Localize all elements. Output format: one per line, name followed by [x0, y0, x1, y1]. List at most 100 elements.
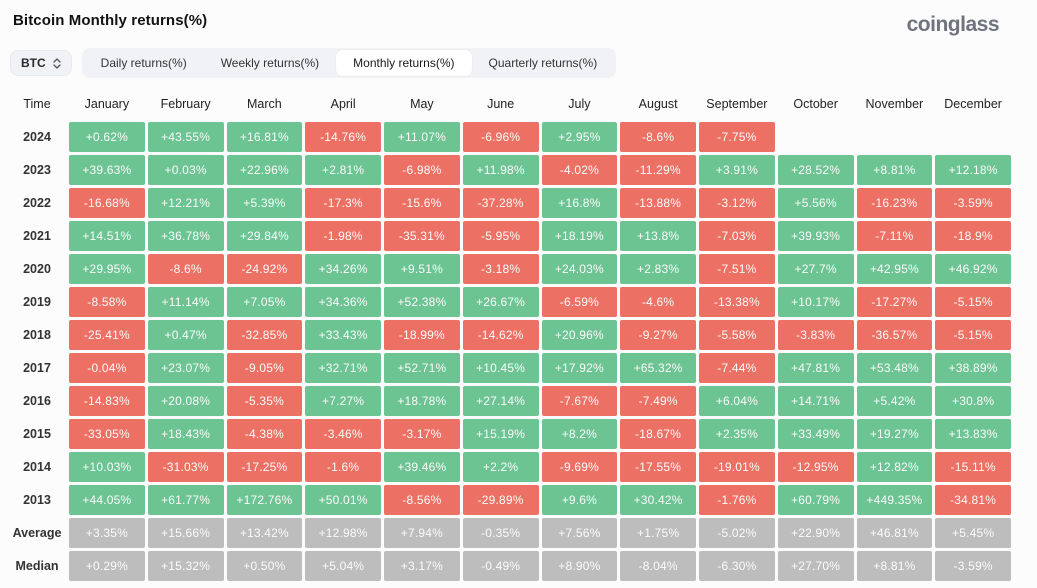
column-header: July — [568, 97, 591, 111]
return-cell: +13.8% — [620, 221, 696, 251]
return-cell: -5.95% — [462, 221, 539, 251]
return-cell: +27.7% — [777, 254, 854, 284]
row-label: 2019 — [23, 295, 51, 309]
tab-bar: Daily returns(%) Weekly returns(%) Monthly… — [81, 48, 617, 78]
return-cell: -0.35% — [462, 518, 539, 548]
return-cell: +53.48% — [856, 353, 933, 383]
return-cell: +28.52% — [777, 155, 854, 185]
return-cell: -15.11% — [935, 452, 1011, 482]
return-cell: +32.71% — [305, 353, 381, 383]
return-cell: +52.71% — [384, 353, 460, 383]
row-label: 2023 — [23, 163, 51, 177]
row-label: 2024 — [23, 130, 51, 144]
return-cell: +5.56% — [777, 188, 854, 218]
return-cell: -4.38% — [226, 419, 303, 449]
return-cell: -1.98% — [305, 221, 381, 251]
column-header: October — [793, 97, 838, 111]
return-cell: -16.68% — [69, 188, 145, 218]
return-cell: -6.30% — [699, 551, 775, 581]
return-cell: +0.50% — [226, 551, 303, 581]
row-label: 2020 — [23, 262, 51, 276]
return-cell: +15.66% — [147, 518, 224, 548]
return-cell: +2.2% — [462, 452, 539, 482]
return-cell: -5.15% — [935, 320, 1011, 350]
return-cell: -9.27% — [620, 320, 696, 350]
return-cell: +18.19% — [541, 221, 618, 251]
return-cell: +0.62% — [69, 122, 145, 152]
return-cell: +8.90% — [541, 551, 618, 581]
return-cell: +39.63% — [69, 155, 145, 185]
return-cell: -17.25% — [226, 452, 303, 482]
tab-daily-returns[interactable]: Daily returns(%) — [84, 50, 204, 76]
return-cell: +8.81% — [856, 155, 933, 185]
return-cell: -4.02% — [541, 155, 618, 185]
return-cell: +7.05% — [226, 287, 303, 317]
top-bar: Bitcoin Monthly returns(%) coinglass — [0, 0, 1037, 35]
return-cell: +0.29% — [69, 551, 145, 581]
return-cell: -7.44% — [699, 353, 775, 383]
return-cell: -8.6% — [147, 254, 224, 284]
column-header: November — [865, 97, 924, 111]
return-cell: +12.98% — [305, 518, 381, 548]
return-cell: -7.49% — [620, 386, 696, 416]
return-cell: +15.19% — [462, 419, 539, 449]
table-row: Median +0.29% +15.32% +0.50% +5.04% +3.17% -0.… — [8, 551, 1011, 581]
return-cell: +5.45% — [935, 518, 1011, 548]
column-header: September — [706, 97, 768, 111]
return-cell: +9.6% — [541, 485, 618, 515]
tab-monthly-returns[interactable]: Monthly returns(%) — [336, 50, 472, 76]
return-cell: +6.04% — [699, 386, 775, 416]
return-cell: -3.46% — [305, 419, 381, 449]
return-cell: +46.92% — [935, 254, 1011, 284]
table-row: 2022 -16.68% +12.21% +5.39% -17.3% -15.6% -37.… — [8, 188, 1011, 218]
table-row: 2020 +29.95% -8.6% -24.92% +34.26% +9.51% -3.1… — [8, 254, 1011, 284]
return-cell: +12.82% — [856, 452, 933, 482]
return-cell: -14.76% — [305, 122, 381, 152]
return-cell: +172.76% — [226, 485, 303, 515]
return-cell: +30.8% — [935, 386, 1011, 416]
column-header: June — [487, 97, 515, 111]
return-cell: +29.95% — [69, 254, 145, 284]
return-cell: -7.51% — [699, 254, 775, 284]
table-row: 2023 +39.63% +0.03% +22.96% +2.81% -6.98% +11.… — [8, 155, 1011, 185]
return-cell: -15.6% — [384, 188, 460, 218]
return-cell — [857, 122, 933, 152]
return-cell: -9.69% — [541, 452, 618, 482]
return-cell: -34.81% — [935, 485, 1011, 515]
return-cell: +22.90% — [777, 518, 854, 548]
return-cell: +22.96% — [226, 155, 303, 185]
return-cell: -1.6% — [305, 452, 381, 482]
row-label: 2013 — [23, 493, 51, 507]
return-cell: +44.05% — [69, 485, 145, 515]
return-cell: +26.67% — [462, 287, 539, 317]
return-cell: -7.75% — [699, 122, 775, 152]
return-cell: +39.93% — [777, 221, 854, 251]
return-cell: -6.98% — [384, 155, 460, 185]
return-cell: +3.35% — [69, 518, 145, 548]
return-cell: -18.99% — [384, 320, 460, 350]
row-label: Median — [15, 559, 59, 573]
return-cell: +5.39% — [226, 188, 303, 218]
return-cell: +7.27% — [305, 386, 381, 416]
return-cell: +38.89% — [935, 353, 1011, 383]
column-header: December — [944, 97, 1002, 111]
table-row: 2017 -0.04% +23.07% -9.05% +32.71% +52.71% +10… — [8, 353, 1011, 383]
return-cell: -31.03% — [147, 452, 224, 482]
updown-chevron-icon — [53, 57, 61, 69]
column-header: August — [638, 97, 678, 111]
row-label: 2015 — [23, 427, 51, 441]
return-cell: +449.35% — [856, 485, 933, 515]
symbol-selector[interactable]: BTC — [10, 50, 72, 76]
tab-quarterly-returns[interactable]: Quarterly returns(%) — [472, 50, 615, 76]
page-title: Bitcoin Monthly returns(%) — [13, 12, 208, 29]
return-cell: -36.57% — [856, 320, 933, 350]
return-cell: -32.85% — [226, 320, 303, 350]
return-cell: +50.01% — [305, 485, 381, 515]
row-label: 2016 — [23, 394, 51, 408]
return-cell: -12.95% — [777, 452, 854, 482]
return-cell: +42.95% — [856, 254, 933, 284]
table-row: 2014 +10.03% -31.03% -17.25% -1.6% +39.46% +2.… — [8, 452, 1011, 482]
return-cell: -33.05% — [69, 419, 145, 449]
return-cell: +7.56% — [541, 518, 618, 548]
tab-weekly-returns[interactable]: Weekly returns(%) — [204, 50, 336, 76]
